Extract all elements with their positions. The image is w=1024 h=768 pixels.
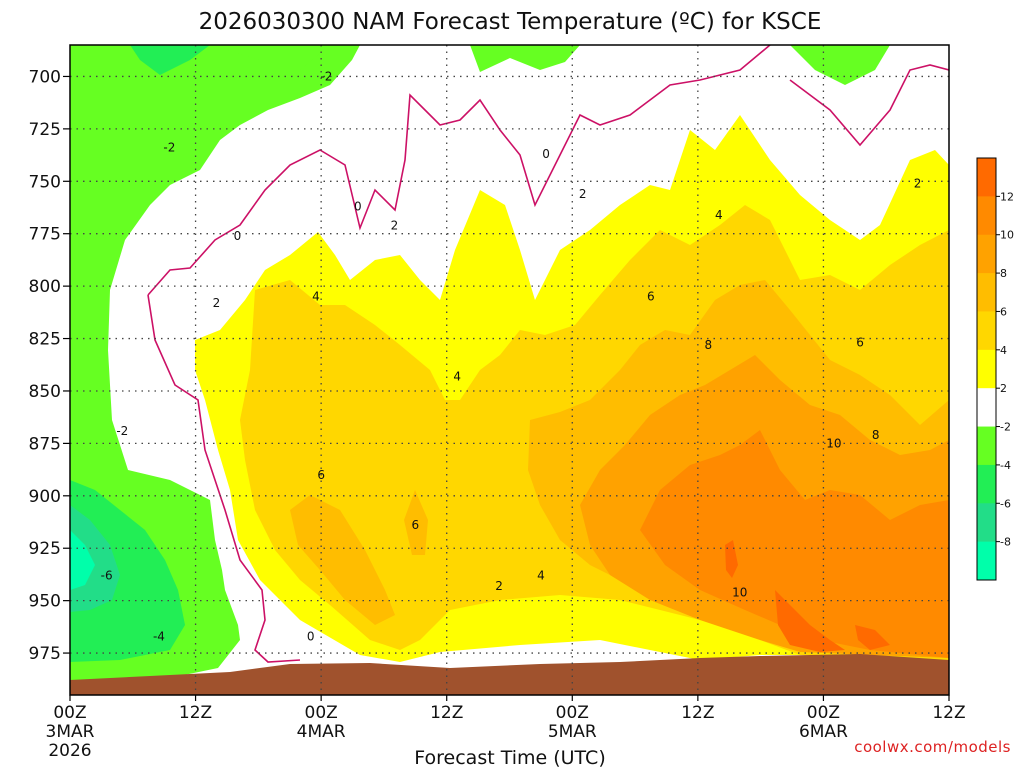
colorbar-swatch (977, 503, 996, 543)
zero-contour (147, 45, 949, 296)
x-tick-label: 00Z (556, 703, 589, 723)
colorbar-label: -8 (1000, 536, 1011, 549)
y-tick-label: 825 (29, 330, 61, 350)
y-tick-label: 725 (29, 120, 61, 140)
x-tick-label: 12Z (430, 703, 463, 723)
contour-label: 4 (715, 208, 723, 222)
band-10-to-12 (640, 430, 949, 658)
contour-label: 6 (856, 336, 864, 350)
colorbar-swatch (977, 196, 996, 236)
x-tick-date: 3MAR (46, 722, 95, 742)
x-tick-label: 00Z (305, 703, 338, 723)
y-tick-label: 800 (29, 277, 61, 297)
y-tick-label: 850 (29, 382, 61, 402)
contour-label: 4 (537, 568, 545, 582)
x-tick-date: 4MAR (297, 722, 346, 742)
colorbar-label: -2 (1000, 421, 1011, 434)
contour-label: 6 (412, 518, 420, 532)
x-tick-label: 12Z (681, 703, 714, 723)
contour-label: 0 (234, 229, 242, 243)
contour-label: 6 (647, 290, 655, 304)
x-axis-label: Forecast Time (UTC) (414, 747, 605, 768)
colorbar-label: 4 (1000, 344, 1007, 357)
band-minus4-to-minus6 (70, 480, 185, 662)
contour-label: 4 (312, 290, 320, 304)
temperature-field (70, 45, 949, 695)
y-tick-label: 750 (29, 172, 61, 192)
colorbar-swatch (977, 158, 996, 197)
contour-label: -2 (163, 141, 175, 155)
colorbar-swatch (977, 388, 996, 428)
colorbar-swatch (977, 464, 996, 504)
colorbar: 12 10 8 6 4 2 -2 -4 -6 -8 (976, 157, 1014, 581)
colorbar-label: 12 (1000, 190, 1014, 203)
x-tick-label: 12Z (179, 703, 212, 723)
contour-label: 10 (732, 585, 747, 599)
colorbar-frame (976, 157, 997, 581)
band-minus2-to-minus4 (70, 45, 360, 682)
contour-label: -2 (320, 69, 332, 83)
contour-label: -2 (116, 424, 128, 438)
colorbar-swatch (977, 311, 996, 351)
contour-label: 2 (213, 296, 221, 310)
colorbar-label: 10 (1000, 229, 1014, 242)
contour-label: 2 (391, 218, 399, 232)
contour-label: -6 (101, 568, 113, 582)
contour-label: 2 (914, 176, 922, 190)
y-tick-label: 875 (29, 434, 61, 454)
colorbar-label: 2 (1000, 382, 1007, 395)
y-tick-label: 900 (29, 487, 61, 507)
y-tick-label: 975 (29, 644, 61, 664)
colorbar-swatch (977, 541, 996, 581)
x-tick-label: 00Z (53, 703, 86, 723)
contour-label: 8 (705, 338, 713, 352)
x-tick-date: 5MAR (548, 722, 597, 742)
chart-title: 2026030300 NAM Forecast Temperature (ºC)… (199, 9, 822, 35)
colorbar-label: 6 (1000, 305, 1007, 318)
contour-label: 0 (354, 199, 362, 213)
colorbar-label: -4 (1000, 459, 1011, 472)
x-tick-label: 00Z (807, 703, 840, 723)
colorbar-swatch (977, 234, 996, 274)
contour-label: -4 (153, 629, 165, 643)
contour-label: 8 (872, 428, 880, 442)
band-12-plus (775, 590, 845, 652)
colorbar-swatch (977, 273, 996, 312)
colorbar-label: 8 (1000, 267, 1007, 280)
contour-label: 4 (453, 369, 461, 383)
contour-label: 6 (317, 468, 325, 482)
contour-label: 2 (495, 579, 503, 593)
contour-label: 0 (542, 147, 550, 161)
colorbar-label: -6 (1000, 497, 1011, 510)
contour-labels: -2 -2 -2 -6 -4 0 0 0 0 2 2 2 2 2 4 4 4 4 6 6 6 6 8 8 10 10 (101, 69, 922, 643)
y-tick-label: 950 (29, 592, 61, 612)
y-axis: 700 725 750 775 800 825 850 875 900 925 950 975 (29, 67, 70, 664)
contour-label: 0 (307, 629, 315, 643)
x-tick-date: 6MAR (799, 722, 848, 742)
terrain-ground (70, 654, 949, 695)
credit-text: coolwx.com/models (854, 738, 1011, 756)
x-tick-label: 12Z (932, 703, 965, 723)
contour-label: 2 (579, 187, 587, 201)
colorbar-swatch (977, 349, 996, 389)
grid-lines (70, 45, 949, 695)
contour-label: 10 (826, 436, 841, 450)
colorbar-swatch (977, 426, 996, 466)
x-tick-year: 2026 (48, 741, 91, 761)
y-tick-label: 775 (29, 225, 61, 245)
plot-frame (69, 44, 950, 696)
y-tick-label: 925 (29, 539, 61, 559)
y-tick-label: 700 (29, 67, 61, 87)
